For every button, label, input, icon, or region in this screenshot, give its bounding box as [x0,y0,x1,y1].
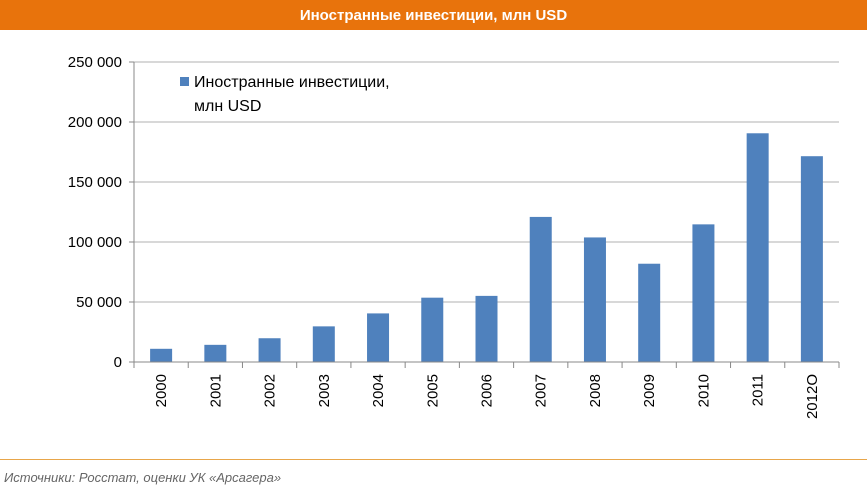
x-tick-label: 2002 [262,374,279,407]
bar-2004 [367,313,390,362]
bar-2011 [746,133,769,362]
y-tick-label: 200 000 [68,114,122,131]
x-tick-label: 2000 [153,374,170,407]
x-tick-label: 2009 [641,374,658,407]
y-tick-label: 0 [114,354,122,371]
bar-2009 [638,263,661,362]
axes [133,62,839,363]
x-tick-label: 2010 [695,374,712,407]
bar-2003 [312,326,335,362]
bar-2008 [583,237,606,362]
chart-title: Иностранные инвестиции, млн USD [299,6,568,24]
chart-title-bar: Иностранные инвестиции, млн USD [0,0,867,30]
bar-chart: 0 50 000 100 000 150 000 200 000 250 000 2000… [68,54,840,419]
y-tick-label: 100 000 [68,234,122,251]
bar-2006 [475,295,498,362]
y-tick-label: 250 000 [68,54,122,71]
source-note: Источники: Росстат, оценки УК «Арсагера» [4,470,282,485]
x-tick-label: 2001 [207,374,224,407]
y-tick-label: 150 000 [68,174,122,191]
x-tick-label: 2011 [750,374,767,406]
bar-2002 [258,338,281,362]
x-tick-label: 2008 [587,374,604,407]
bar-2005 [421,297,444,362]
legend-label-line-2: млн USD [194,98,261,115]
x-axis-ticks: 2000 2001 2002 2003 2004 2005 2006 2007 2008 2009… [133,362,840,419]
bar-2001 [204,344,227,362]
footer-divider [0,459,867,460]
bar-2000 [150,348,173,362]
bar-2010 [692,224,715,362]
x-tick-label: 2012O [804,374,821,419]
x-tick-label: 2004 [370,374,387,407]
x-tick-label: 2005 [424,374,441,407]
x-tick-label: 2007 [533,374,550,407]
legend-swatch [180,77,189,86]
x-tick-label: 2006 [479,374,496,407]
y-tick-label: 50 000 [76,294,122,311]
bar-2007 [529,216,552,362]
gridlines [134,61,839,303]
legend: Иностранные инвестиции, млн USD [180,74,390,115]
bars [150,133,823,362]
bar-2012O [800,156,823,362]
y-axis-ticks: 0 50 000 100 000 150 000 200 000 250 000 [68,54,134,371]
x-tick-label: 2003 [316,374,333,407]
legend-label-line-1: Иностранные инвестиции, [194,74,390,91]
